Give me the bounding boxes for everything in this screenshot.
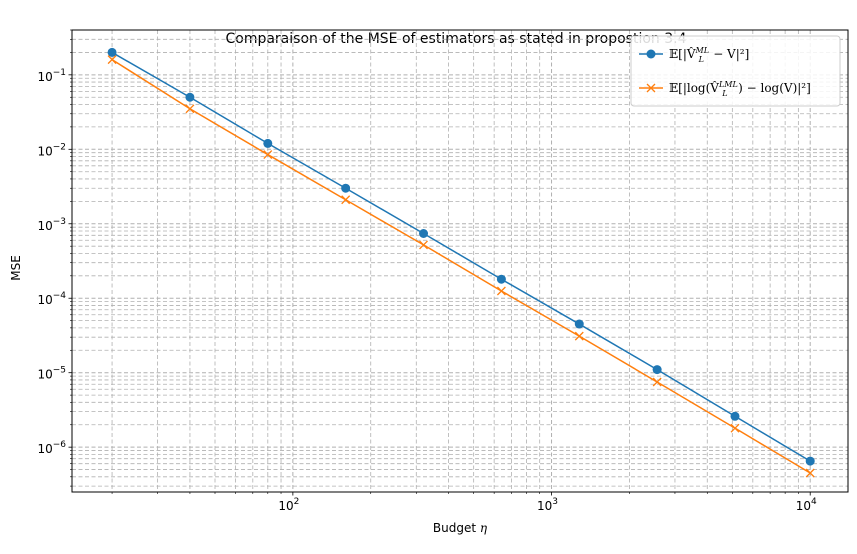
y-tick-label: 10−6 xyxy=(37,440,66,456)
plot-frame xyxy=(71,29,849,493)
legend: 𝔼[|V̂ML L − V|²] 𝔼[|log(V̂LML L) − log(V)|²… xyxy=(630,35,841,107)
series-line xyxy=(111,51,811,462)
data-point xyxy=(263,138,273,148)
data-point xyxy=(805,468,815,478)
y-tick-label: 10−1 xyxy=(37,68,66,84)
legend-marker xyxy=(646,83,656,93)
data-point xyxy=(574,331,584,341)
data-point xyxy=(341,183,351,193)
series-line xyxy=(111,58,811,474)
legend-entry-2: 𝔼[|log(V̂LML L) − log(V)|²] xyxy=(639,80,811,98)
data-point xyxy=(419,240,428,250)
data-point xyxy=(730,423,740,433)
data-point xyxy=(107,47,117,57)
series-layer xyxy=(107,47,815,478)
legend-label: 𝔼[|V̂ML L − V|²] xyxy=(669,46,749,64)
data-point xyxy=(496,274,506,284)
legend-entry-1: 𝔼[|V̂ML L − V|²] xyxy=(639,46,749,64)
data-point xyxy=(730,411,740,421)
x-tick-label: 104 xyxy=(796,497,817,513)
data-point xyxy=(652,365,662,375)
legend-box xyxy=(630,35,841,107)
x-tick-label: 102 xyxy=(278,497,299,513)
data-point xyxy=(185,92,195,102)
series-1 xyxy=(107,47,815,466)
data-point xyxy=(652,377,662,387)
y-tick-label: 10−3 xyxy=(37,217,66,233)
data-point xyxy=(805,456,815,466)
data-point xyxy=(107,55,117,65)
x-axis-title-text: Budget η xyxy=(433,521,488,535)
data-point xyxy=(574,319,584,329)
ticks: 102 103 104 10−1 10−2 10−3 10−4 10−5 10−6 xyxy=(37,29,817,513)
data-point xyxy=(419,229,429,239)
x-tick-label: 103 xyxy=(537,497,558,513)
data-point xyxy=(341,195,351,205)
y-tick-label: 10−2 xyxy=(37,142,66,158)
x-axis-title: Budget η xyxy=(433,521,488,535)
data-point xyxy=(263,150,273,160)
y-tick-label: 10−4 xyxy=(37,291,66,307)
data-point xyxy=(496,286,506,296)
data-point xyxy=(185,104,195,114)
legend-marker xyxy=(646,49,656,59)
y-axis-title: MSE xyxy=(9,255,23,281)
legend-label: 𝔼[|log(V̂LML L) − log(V)|²] xyxy=(669,80,811,98)
series-2 xyxy=(107,55,815,478)
y-tick-label: 10−5 xyxy=(37,366,66,382)
